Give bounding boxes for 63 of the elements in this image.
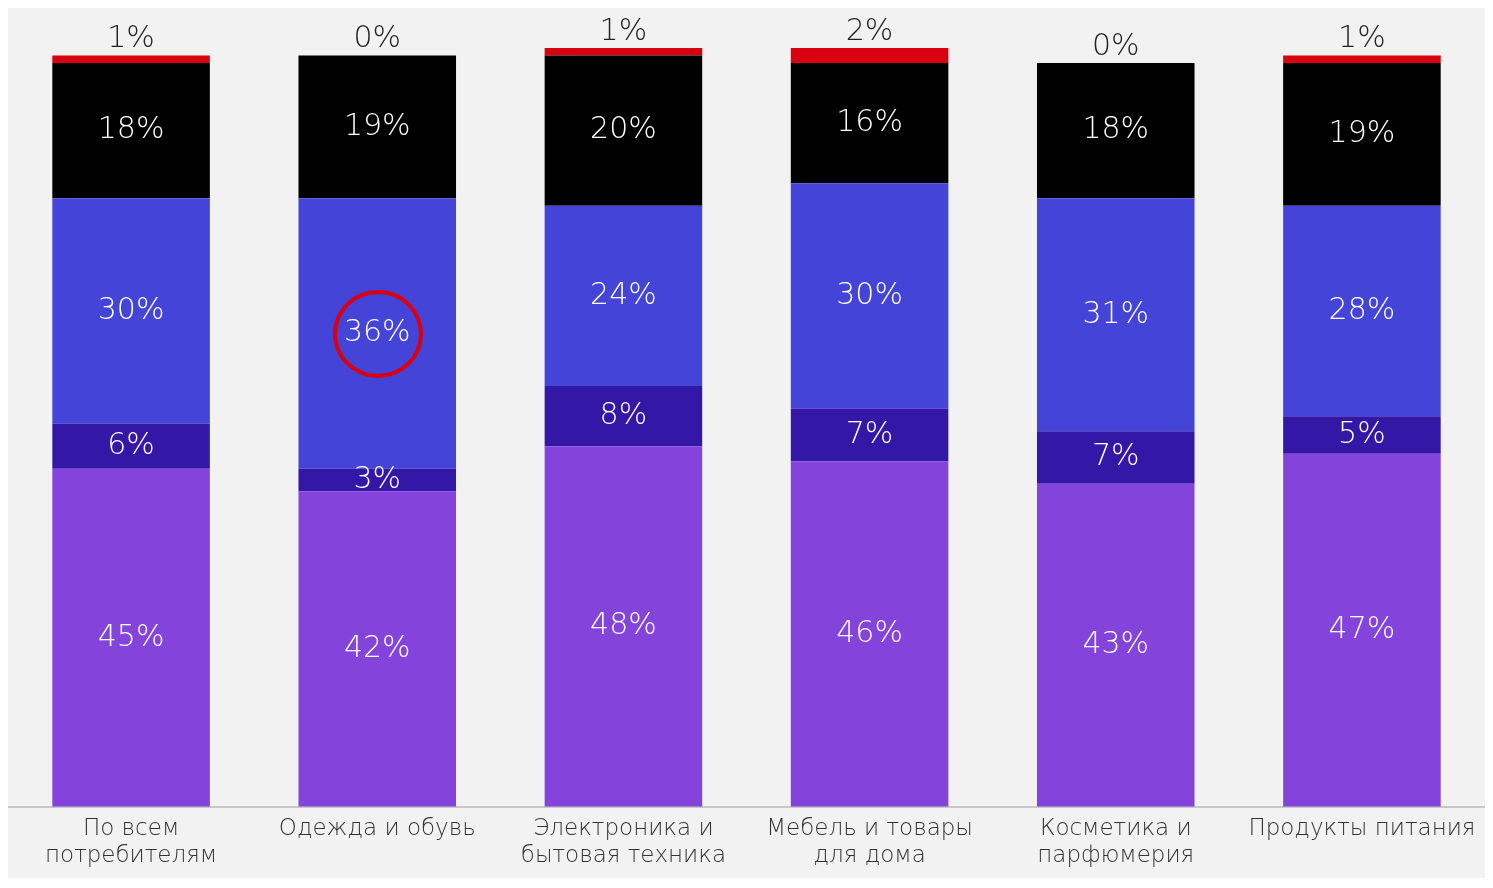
bar bbox=[1283, 205, 1441, 417]
bar bbox=[52, 423, 210, 469]
data-label: 18% bbox=[1082, 110, 1150, 146]
data-label: 45% bbox=[97, 617, 165, 653]
bar bbox=[298, 55, 457, 199]
data-label: 3% bbox=[353, 459, 402, 495]
data-label: 19% bbox=[1328, 114, 1396, 150]
x-tick-label: Продукты питания bbox=[1248, 813, 1476, 840]
data-label: 7% bbox=[1091, 437, 1140, 473]
bar bbox=[298, 468, 457, 492]
bar bbox=[790, 63, 949, 184]
bar bbox=[790, 408, 949, 462]
bar bbox=[52, 55, 210, 64]
bar bbox=[544, 48, 703, 56]
data-label: 19% bbox=[343, 106, 411, 142]
x-tick-label: Косметика и парфюмерия bbox=[1037, 813, 1195, 868]
bar bbox=[52, 63, 210, 199]
data-label: 48% bbox=[590, 606, 657, 642]
data-label: 42% bbox=[343, 628, 411, 664]
bar bbox=[1036, 483, 1195, 807]
bar bbox=[1036, 63, 1195, 199]
data-label: 36% bbox=[343, 313, 411, 349]
bar bbox=[790, 183, 949, 409]
data-label: 7% bbox=[845, 414, 894, 450]
bar bbox=[790, 461, 949, 807]
data-label: 1% bbox=[599, 11, 648, 47]
bar bbox=[52, 198, 210, 424]
data-label: 8% bbox=[599, 395, 648, 431]
bar bbox=[1283, 63, 1441, 206]
data-label: 0% bbox=[1091, 26, 1140, 62]
bar bbox=[1283, 55, 1441, 64]
data-label: 1% bbox=[1338, 19, 1386, 55]
bar bbox=[1036, 431, 1195, 484]
x-tick-label: Электроника и бытовая техника bbox=[520, 813, 727, 868]
bar bbox=[1283, 453, 1441, 807]
bar bbox=[544, 55, 703, 206]
data-label: 2% bbox=[845, 11, 894, 47]
data-label: 43% bbox=[1082, 625, 1150, 661]
data-label: 20% bbox=[590, 110, 657, 146]
bar bbox=[544, 446, 703, 807]
x-tick-label: По всем потребителям bbox=[45, 813, 218, 868]
data-label: 28% bbox=[1328, 290, 1396, 326]
x-tick-label: Одежда и обувь bbox=[278, 813, 476, 840]
data-label: 16% bbox=[836, 102, 903, 138]
data-label: 1% bbox=[107, 19, 155, 55]
data-label: 24% bbox=[590, 275, 657, 311]
bar bbox=[52, 468, 210, 807]
data-label: 5% bbox=[1338, 414, 1386, 450]
bar bbox=[790, 48, 949, 64]
data-label: 6% bbox=[107, 425, 155, 461]
bar bbox=[544, 205, 703, 387]
x-tick-label: Мебель и товары для дома bbox=[766, 813, 973, 868]
bar bbox=[544, 386, 703, 447]
bar bbox=[298, 491, 457, 807]
data-label: 30% bbox=[97, 290, 165, 326]
data-label: 0% bbox=[353, 19, 402, 55]
data-label: 30% bbox=[836, 275, 903, 311]
data-label: 46% bbox=[836, 613, 903, 649]
bar bbox=[1036, 198, 1195, 432]
data-label: 47% bbox=[1328, 610, 1396, 646]
data-label: 31% bbox=[1082, 294, 1150, 330]
bar bbox=[1283, 416, 1441, 454]
data-label: 18% bbox=[97, 110, 165, 146]
